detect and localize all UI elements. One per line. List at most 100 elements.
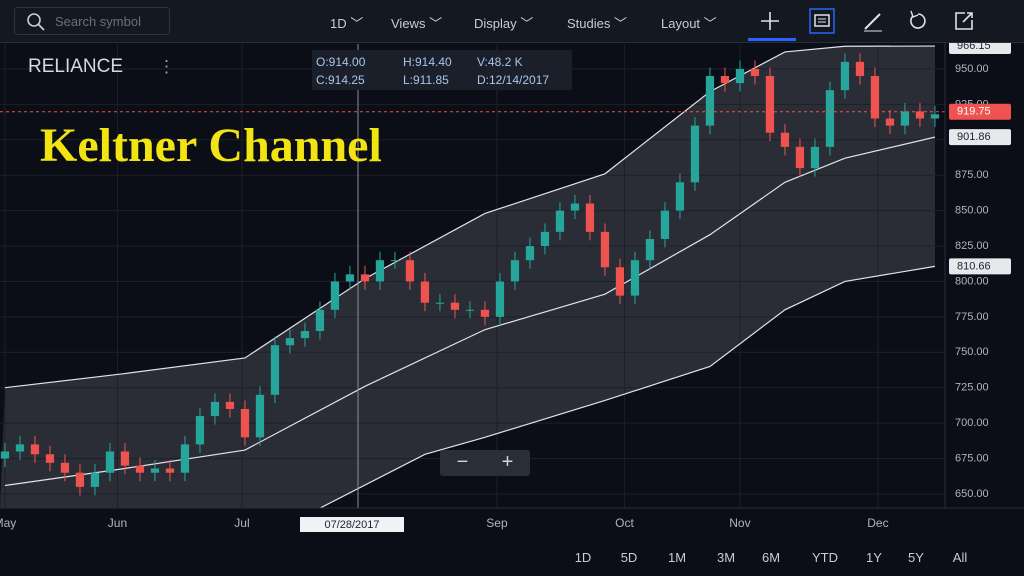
range-button[interactable]: 5D [620, 550, 638, 565]
candle-body [255, 394, 265, 438]
candle-body [420, 281, 430, 303]
candle-body [150, 468, 160, 473]
candle-body [795, 146, 805, 169]
channel-line [4, 45, 935, 389]
candle-body [390, 260, 400, 262]
candle-body [285, 338, 295, 346]
candle-body [600, 231, 610, 268]
crosshair-date: 07/28/2017 [324, 519, 379, 531]
range-button[interactable]: 1M [667, 550, 687, 565]
x-tick-label: Oct [615, 516, 634, 530]
x-tick-label: Dec [867, 516, 888, 530]
price-badge-label: 901.86 [957, 131, 991, 143]
candle-body [90, 472, 100, 487]
candle-body [330, 281, 340, 310]
overlay-title: Keltner Channel [40, 119, 382, 172]
candle-body [180, 444, 190, 473]
candle-body [375, 260, 385, 282]
range-button[interactable]: 1Y [866, 550, 882, 565]
zoom-controls: − + [440, 450, 530, 476]
candle-body [45, 454, 55, 463]
x-tick-label: Jul [234, 516, 249, 530]
candle-body [570, 203, 580, 211]
x-tick-label: Nov [729, 516, 750, 530]
menu-label: Studies [567, 16, 611, 31]
candle-body [525, 246, 535, 261]
menu-label: Views [391, 16, 426, 31]
range-button[interactable]: 3M [716, 550, 736, 565]
crosshair-date-box [300, 517, 404, 532]
candle-body [765, 76, 775, 133]
candle-body [105, 451, 115, 473]
candle-body [510, 260, 520, 282]
candle-body [930, 114, 940, 119]
zoom-out[interactable]: − [456, 451, 469, 473]
x-tick-label: Jun [108, 516, 127, 530]
candle-body [270, 345, 280, 395]
menu-views[interactable]: Views ﹀ [391, 16, 443, 31]
y-tick-label: 800.00 [955, 275, 989, 287]
candle-body [735, 68, 745, 84]
menu-layout[interactable]: Layout ﹀ [661, 16, 717, 31]
candle-body [465, 309, 475, 311]
zoom-in[interactable]: + [501, 451, 514, 473]
menu-label: Layout [661, 16, 701, 31]
menu-studies[interactable]: Studies ﹀ [567, 16, 627, 31]
candle-body [195, 416, 205, 445]
y-tick-label: 725.00 [955, 382, 989, 394]
price-badge-label: 919.75 [957, 106, 991, 118]
candle-body [0, 451, 10, 459]
channel-fill [0, 46, 935, 508]
active-underline [748, 38, 796, 41]
menu-display[interactable]: Display ﹀ [474, 16, 534, 31]
candle-body [60, 462, 70, 473]
menu-label: Display [474, 16, 517, 31]
range-button[interactable]: 5Y [908, 550, 924, 565]
candle-body [885, 118, 895, 126]
ohlc-date: D:12/14/2017 [477, 73, 550, 87]
candle-body [300, 331, 310, 339]
candle-body [360, 274, 370, 282]
symbol-name[interactable]: RELIANCE [28, 56, 124, 77]
crosshair-tool[interactable] [757, 8, 783, 34]
price-badge [949, 129, 1011, 146]
plot [0, 44, 945, 508]
share-button[interactable] [951, 8, 977, 34]
menu-interval[interactable]: 1D ﹀ [330, 16, 364, 31]
ohlc-close: C:914.25 [316, 73, 365, 87]
menu-label: 1D [330, 16, 347, 31]
candle-body [675, 182, 685, 211]
undo-button[interactable] [905, 8, 931, 34]
candle-body [480, 309, 490, 317]
x-tick-label: May [0, 516, 16, 530]
candle-body [120, 451, 130, 466]
chart-type-button[interactable] [809, 8, 835, 34]
candle-body [780, 132, 790, 147]
price-badge-label: 810.66 [957, 260, 991, 272]
candle-body [660, 210, 670, 239]
range-button[interactable]: 6M [761, 550, 781, 565]
y-tick-label: 825.00 [955, 240, 989, 252]
candle-body [435, 302, 445, 304]
candle-body [135, 465, 145, 473]
range-button[interactable]: All [952, 550, 968, 565]
price-badge [949, 258, 1011, 275]
price-badge-label: 966.15 [957, 42, 991, 52]
candle-body [450, 302, 460, 310]
chart: 650.00 675.00 700.00 725.00 750.00 775.00 800.… [0, 42, 1024, 532]
draw-button[interactable] [860, 8, 886, 34]
candle-body [315, 309, 325, 332]
search-box[interactable]: Search symbol [14, 7, 170, 35]
channel-line [319, 265, 936, 508]
range-button[interactable]: YTD [812, 550, 838, 565]
candle-body [720, 76, 730, 84]
symbol-menu[interactable]: ⋮ [158, 57, 175, 76]
ohlc-volume: V:48.2 K [477, 55, 523, 69]
candle-body [900, 111, 910, 126]
y-tick-label: 700.00 [955, 417, 989, 429]
candle-body [345, 274, 355, 282]
y-tick-label: 750.00 [955, 346, 989, 358]
candle-body [495, 281, 505, 317]
range-button[interactable]: 1D [574, 550, 592, 565]
